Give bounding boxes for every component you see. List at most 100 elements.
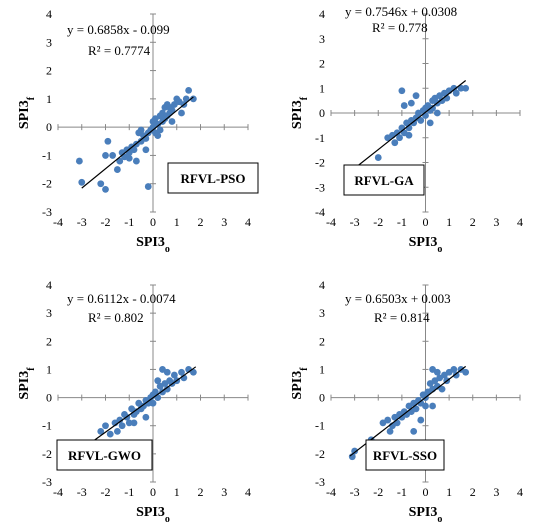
model-label: RFVL-PSO bbox=[181, 171, 246, 186]
x-axis-label: SPI3o bbox=[409, 235, 443, 255]
data-point bbox=[170, 371, 178, 379]
y-axis-label: SPI3f bbox=[17, 367, 37, 400]
x-tick-label: 1 bbox=[174, 215, 180, 229]
y-tick-label: 1 bbox=[319, 81, 325, 95]
y-tick-label: -1 bbox=[42, 419, 52, 433]
x-tick-label: 3 bbox=[221, 485, 227, 499]
y-tick-label: 1 bbox=[319, 362, 325, 376]
y-tick-label: -3 bbox=[315, 180, 325, 194]
data-point bbox=[113, 166, 121, 173]
data-point bbox=[118, 422, 126, 430]
data-point bbox=[142, 413, 150, 421]
x-axis-label: SPI3o bbox=[136, 505, 170, 525]
data-point bbox=[156, 126, 164, 134]
r-squared-label: R² = 0.7774 bbox=[88, 43, 151, 58]
y-tick-label: -1 bbox=[315, 419, 325, 433]
y-tick-label: 2 bbox=[46, 334, 52, 348]
y-tick-label: 0 bbox=[319, 391, 325, 405]
data-point bbox=[78, 178, 86, 186]
x-tick-label: 0 bbox=[150, 485, 156, 499]
y-tick-label: -3 bbox=[42, 475, 52, 489]
y-tick-label: -2 bbox=[42, 447, 52, 461]
y-tick-label: 2 bbox=[319, 57, 325, 71]
trendline-equation: y = 0.6503x + 0.003 bbox=[345, 291, 451, 306]
x-tick-label: 4 bbox=[245, 485, 251, 499]
data-point bbox=[457, 84, 465, 92]
x-tick-label: -2 bbox=[373, 485, 383, 499]
x-axis-label: SPI3o bbox=[136, 235, 170, 255]
data-point bbox=[97, 180, 105, 188]
data-point bbox=[168, 106, 176, 114]
x-tick-label: 0 bbox=[423, 215, 429, 229]
data-point bbox=[417, 117, 425, 124]
x-tick-label: 2 bbox=[198, 485, 204, 499]
x-tick-label: -3 bbox=[350, 215, 360, 229]
data-point bbox=[130, 419, 138, 427]
data-point bbox=[386, 427, 394, 435]
data-point bbox=[462, 368, 470, 376]
y-tick-label: -4 bbox=[315, 205, 325, 219]
model-label-box bbox=[56, 439, 153, 471]
y-tick-label: -2 bbox=[315, 156, 325, 170]
data-point bbox=[144, 183, 152, 190]
x-tick-label: -4 bbox=[53, 215, 63, 229]
y-tick-label: 4 bbox=[319, 7, 325, 21]
y-tick-label: -3 bbox=[42, 205, 52, 219]
data-point bbox=[116, 157, 124, 165]
data-point bbox=[106, 430, 114, 438]
data-point bbox=[438, 385, 446, 393]
y-axis-label: SPI3f bbox=[290, 96, 310, 129]
x-tick-label: -1 bbox=[397, 215, 407, 229]
data-point bbox=[429, 402, 436, 410]
y-tick-label: -3 bbox=[315, 475, 325, 489]
data-point bbox=[426, 119, 434, 127]
x-tick-label: 2 bbox=[470, 485, 476, 499]
data-point bbox=[151, 388, 159, 396]
x-tick-label: -3 bbox=[77, 485, 87, 499]
x-tick-label: 2 bbox=[198, 215, 204, 229]
y-tick-label: 1 bbox=[46, 362, 52, 376]
data-point bbox=[433, 368, 441, 376]
data-point bbox=[109, 152, 117, 159]
data-point bbox=[452, 371, 460, 379]
trendline-equation: y = 0.6858x - 0.099 bbox=[67, 22, 170, 37]
y-tick-label: 2 bbox=[46, 64, 52, 78]
data-point bbox=[113, 427, 121, 435]
x-tick-label: -4 bbox=[53, 485, 63, 499]
data-point bbox=[185, 86, 193, 94]
data-point bbox=[189, 95, 197, 103]
data-point bbox=[130, 146, 138, 154]
data-point bbox=[452, 89, 460, 97]
data-point bbox=[407, 99, 415, 107]
model-label-box bbox=[167, 162, 259, 194]
x-tick-label: 1 bbox=[446, 485, 452, 499]
x-tick-label: 3 bbox=[493, 215, 499, 229]
trendline bbox=[351, 80, 467, 171]
data-point bbox=[102, 422, 109, 430]
data-point bbox=[137, 126, 145, 134]
x-tick-label: 0 bbox=[423, 485, 429, 499]
x-tick-label: 4 bbox=[517, 485, 523, 499]
x-tick-label: -3 bbox=[77, 215, 87, 229]
data-point bbox=[398, 87, 406, 95]
data-point bbox=[163, 368, 171, 376]
data-point bbox=[410, 427, 418, 435]
data-point bbox=[149, 399, 157, 407]
data-point bbox=[393, 419, 401, 427]
x-axis-label: SPI3o bbox=[409, 505, 443, 525]
data-point bbox=[168, 118, 176, 125]
y-tick-label: 3 bbox=[319, 32, 325, 46]
r-squared-label: R² = 0.814 bbox=[374, 310, 430, 325]
x-tick-label: -1 bbox=[124, 215, 134, 229]
y-tick-label: 3 bbox=[319, 306, 325, 320]
data-point bbox=[125, 419, 133, 427]
r-squared-label: R² = 0.802 bbox=[88, 310, 144, 325]
data-point bbox=[417, 416, 425, 424]
x-tick-label: 1 bbox=[446, 215, 452, 229]
data-point bbox=[142, 146, 150, 154]
trendline bbox=[81, 96, 194, 189]
data-point bbox=[182, 95, 190, 103]
